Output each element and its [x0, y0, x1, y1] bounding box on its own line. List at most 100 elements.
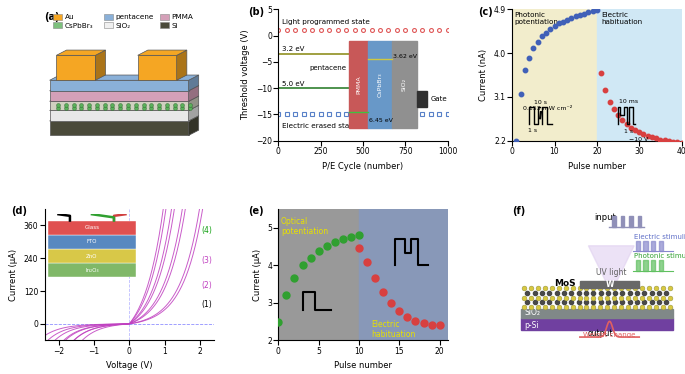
Polygon shape	[49, 110, 188, 121]
Polygon shape	[49, 80, 188, 91]
Text: (f): (f)	[512, 206, 525, 217]
Bar	[160, 22, 169, 28]
Text: PMMA: PMMA	[172, 14, 193, 20]
Polygon shape	[49, 91, 188, 101]
Bar	[53, 14, 62, 20]
Bar	[580, 280, 639, 288]
Polygon shape	[49, 86, 199, 91]
X-axis label: P/E Cycle (number): P/E Cycle (number)	[323, 162, 403, 171]
Polygon shape	[49, 101, 188, 110]
Polygon shape	[49, 116, 199, 121]
Text: SiO₂: SiO₂	[402, 78, 407, 91]
Text: pentacene: pentacene	[310, 65, 347, 71]
Text: output: output	[588, 329, 613, 338]
Text: CsPbBr₃: CsPbBr₃	[377, 72, 382, 96]
Bar	[659, 240, 663, 251]
Polygon shape	[49, 105, 199, 110]
Text: PMMA: PMMA	[356, 75, 361, 94]
Text: Photonic stimuli: Photonic stimuli	[634, 253, 685, 259]
Text: Electric
habituation: Electric habituation	[601, 12, 643, 25]
Text: (b): (b)	[248, 7, 264, 17]
Y-axis label: Current (μA): Current (μA)	[253, 249, 262, 301]
Text: (4): (4)	[201, 226, 212, 235]
Polygon shape	[177, 50, 187, 80]
Bar	[53, 22, 62, 28]
Text: −10 V: −10 V	[629, 137, 648, 142]
Text: Electric
habituation: Electric habituation	[371, 320, 416, 339]
X-axis label: Pulse number: Pulse number	[334, 361, 392, 370]
Polygon shape	[56, 50, 105, 55]
Bar	[597, 9, 682, 141]
Polygon shape	[188, 75, 199, 91]
Polygon shape	[49, 121, 188, 135]
Bar	[638, 216, 641, 227]
Bar	[417, 91, 427, 107]
Bar	[521, 309, 673, 318]
Polygon shape	[188, 105, 199, 121]
Text: 3.2 eV: 3.2 eV	[282, 46, 304, 52]
Text: Electric erased state: Electric erased state	[282, 123, 356, 129]
Bar	[359, 209, 448, 340]
Text: SiO₂: SiO₂	[524, 308, 540, 317]
Text: Light programmed state: Light programmed state	[282, 19, 370, 25]
Text: W: W	[606, 280, 614, 289]
Text: (1): (1)	[201, 300, 212, 309]
Text: Photonic
potentiation: Photonic potentiation	[514, 12, 558, 25]
Text: p-Si: p-Si	[524, 321, 538, 330]
Bar	[512, 9, 597, 141]
Bar	[636, 240, 640, 251]
Text: 6.45 eV: 6.45 eV	[369, 118, 393, 123]
Polygon shape	[56, 55, 95, 80]
Text: (d): (d)	[11, 206, 27, 217]
Polygon shape	[188, 116, 199, 135]
Y-axis label: Current (μA): Current (μA)	[9, 249, 18, 301]
Bar	[104, 14, 113, 20]
Text: Electric stimuli: Electric stimuli	[634, 234, 685, 240]
Bar	[621, 216, 624, 227]
Text: Si: Si	[172, 22, 178, 28]
Bar	[629, 216, 633, 227]
Text: CsPbBr₃: CsPbBr₃	[65, 22, 93, 28]
Bar	[659, 260, 663, 271]
Bar	[160, 14, 169, 20]
Text: 0.153 mW cm⁻²: 0.153 mW cm⁻²	[523, 106, 572, 111]
Bar	[392, 41, 417, 128]
Text: Gate: Gate	[431, 96, 447, 102]
Text: 5.0 eV: 5.0 eV	[282, 80, 304, 86]
Text: SiO₂: SiO₂	[116, 22, 131, 28]
X-axis label: Pulse number: Pulse number	[568, 162, 626, 171]
Bar	[521, 318, 673, 330]
Text: (e): (e)	[248, 206, 264, 217]
Text: UV light: UV light	[596, 267, 627, 276]
Text: Au: Au	[65, 14, 75, 20]
Polygon shape	[138, 50, 187, 55]
Text: (2): (2)	[201, 281, 212, 290]
Polygon shape	[188, 96, 199, 110]
Text: input: input	[595, 213, 617, 222]
Bar	[636, 260, 640, 271]
Polygon shape	[188, 86, 199, 101]
Polygon shape	[95, 50, 105, 80]
Text: (a): (a)	[45, 12, 60, 22]
Text: 3.62 eV: 3.62 eV	[393, 54, 416, 59]
Bar	[651, 260, 656, 271]
X-axis label: Voltage (V): Voltage (V)	[106, 361, 153, 370]
Y-axis label: Threshold voltage (V): Threshold voltage (V)	[242, 30, 251, 120]
Polygon shape	[49, 75, 199, 80]
Polygon shape	[138, 55, 177, 80]
Polygon shape	[49, 96, 199, 101]
Text: 1 s: 1 s	[625, 129, 634, 134]
Bar	[651, 240, 656, 251]
Bar	[368, 41, 392, 128]
Y-axis label: Current (nA): Current (nA)	[479, 49, 488, 101]
Bar	[643, 240, 648, 251]
Text: (3): (3)	[201, 257, 212, 266]
Text: (c): (c)	[478, 7, 493, 17]
Text: pentacene: pentacene	[116, 14, 154, 20]
Polygon shape	[588, 246, 634, 280]
Bar	[278, 209, 359, 340]
Text: Weight change: Weight change	[584, 332, 636, 338]
Text: MoS: MoS	[554, 279, 576, 288]
Text: 1 s: 1 s	[528, 128, 537, 134]
Bar	[612, 216, 616, 227]
